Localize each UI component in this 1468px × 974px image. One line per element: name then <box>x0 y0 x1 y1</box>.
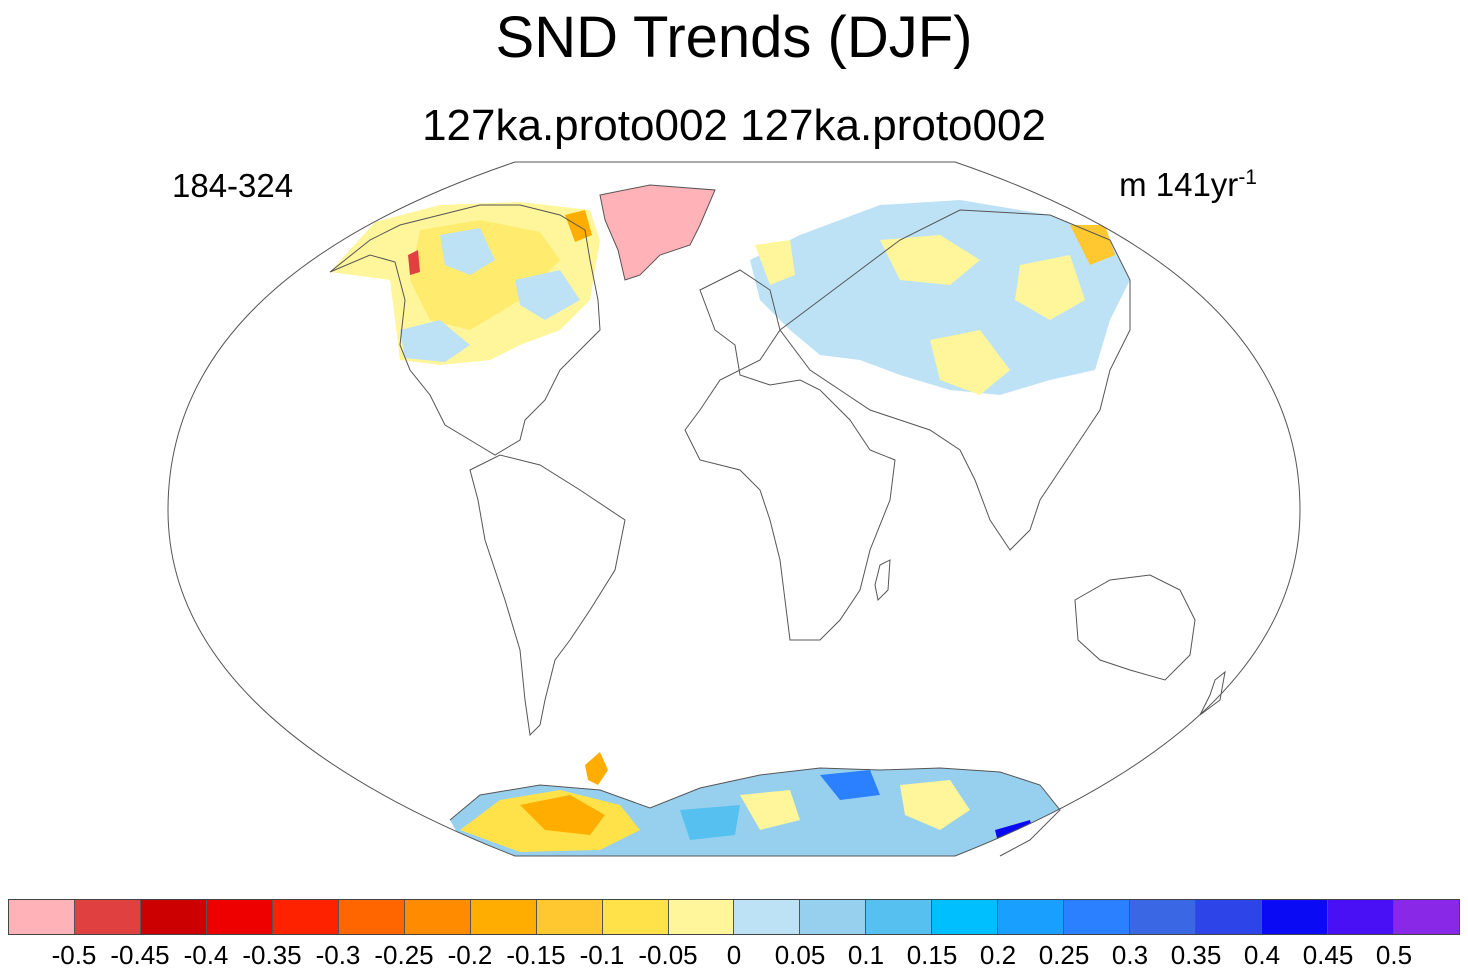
na-blue-patch <box>440 228 495 275</box>
colorbar <box>8 899 1460 935</box>
eurasia-blue-region <box>750 200 1130 395</box>
units-exponent: -1 <box>1238 166 1257 189</box>
colorbar-swatch <box>338 900 405 934</box>
antarctica-blue-patch <box>820 770 880 800</box>
colorbar-swatch <box>536 900 603 934</box>
colorbar-labels: -0.5 -0.45 -0.4 -0.35 -0.3 -0.25 -0.2 -0.15 -0.1… <box>0 938 1468 972</box>
colorbar-swatch <box>206 900 273 934</box>
north-america-coast <box>329 204 601 456</box>
antarctica-yellow-patch <box>740 790 800 830</box>
australia-coast <box>1074 574 1196 681</box>
colorbar-swatch <box>470 900 537 934</box>
colorbar-swatch <box>140 900 207 934</box>
colorbar-tick-label: 0 <box>726 940 742 970</box>
colorbar-tick-label: -0.35 <box>242 940 302 970</box>
colorbar-swatch <box>272 900 339 934</box>
colorbar-swatch <box>74 900 141 934</box>
europe-africa-coast <box>684 269 896 641</box>
eurasia-yellow-patch <box>880 235 980 285</box>
eurasia-yellow-patch <box>755 240 795 285</box>
colorbar-swatch <box>668 900 735 934</box>
colorbar-swatch <box>932 900 999 934</box>
antarctica-coast <box>449 767 1061 857</box>
colorbar-swatch <box>1328 900 1395 934</box>
antarctica-orange-patch <box>520 795 605 835</box>
period-label: 184-324 <box>172 167 294 204</box>
colorbar-tick-label: 0.1 <box>847 940 885 970</box>
colorbar-swatch <box>1064 900 1131 934</box>
antarctica-yellow-patch <box>900 780 970 830</box>
greenland-region <box>600 185 715 280</box>
colorbar-swatch <box>1394 900 1459 934</box>
colorbar-tick-label: 0.4 <box>1243 940 1281 970</box>
colorbar-tick-label: -0.2 <box>447 940 493 970</box>
colorbar-tick-label: 0.15 <box>906 940 958 970</box>
new-zealand-coast <box>1199 670 1226 716</box>
colorbar-tick-label: 0.25 <box>1038 940 1090 970</box>
antarctic-peninsula-region <box>585 752 608 785</box>
colorbar-tick-label: -0.05 <box>638 940 698 970</box>
colorbar-tick-label: -0.4 <box>183 940 229 970</box>
eurasia-yellow-patch <box>930 330 1010 395</box>
colorbar-tick-label: -0.5 <box>51 940 97 970</box>
colorbar-tick-label: 0.05 <box>774 940 826 970</box>
colorbar-tick-label: 0.45 <box>1302 940 1354 970</box>
colorbar-tick-label: 0.2 <box>979 940 1017 970</box>
colorbar-tick-label: -0.25 <box>374 940 434 970</box>
colorbar-tick-label: 0.3 <box>1111 940 1149 970</box>
trend-fill <box>330 185 1130 856</box>
colorbar-swatch <box>9 900 75 934</box>
colorbar-tick-label: -0.1 <box>579 940 625 970</box>
colorbar-swatch <box>1262 900 1329 934</box>
colorbar-tick-label: 0.35 <box>1170 940 1222 970</box>
colorbar-swatch <box>1130 900 1197 934</box>
eurasia-orange-patch <box>1070 225 1115 265</box>
map-boundary <box>167 161 1301 857</box>
units-label: m 141yr-1 <box>1119 158 1257 205</box>
na-blue-patch <box>400 320 470 362</box>
colorbar-tick-label: -0.45 <box>110 940 170 970</box>
colorbar-tick-label: -0.15 <box>506 940 566 970</box>
na-blue-patch <box>515 270 580 320</box>
colorbar-swatch <box>1196 900 1263 934</box>
south-america-coast <box>469 454 626 737</box>
asia-coast <box>779 209 1131 551</box>
colorbar-swatch <box>800 900 867 934</box>
colorbar-swatch <box>734 900 801 934</box>
colorbar-tick-label: 0.5 <box>1375 940 1413 970</box>
coastlines <box>329 184 1226 857</box>
greenland-coast <box>599 184 716 281</box>
colorbar-swatch <box>866 900 933 934</box>
map-subtitle: 127ka.proto002 127ka.proto002 <box>422 101 1046 150</box>
colorbar-swatch <box>602 900 669 934</box>
na-red-patch <box>408 250 420 275</box>
colorbar-tick-label: -0.3 <box>315 940 361 970</box>
madagascar-coast <box>874 559 891 602</box>
antarctica-blue-patch <box>680 805 740 840</box>
units-base: m 141yr <box>1119 166 1239 203</box>
colorbar-swatch <box>404 900 471 934</box>
map-title: SND Trends (DJF) <box>495 5 973 70</box>
colorbar-swatch <box>998 900 1065 934</box>
eurasia-yellow-patch <box>1015 255 1085 320</box>
